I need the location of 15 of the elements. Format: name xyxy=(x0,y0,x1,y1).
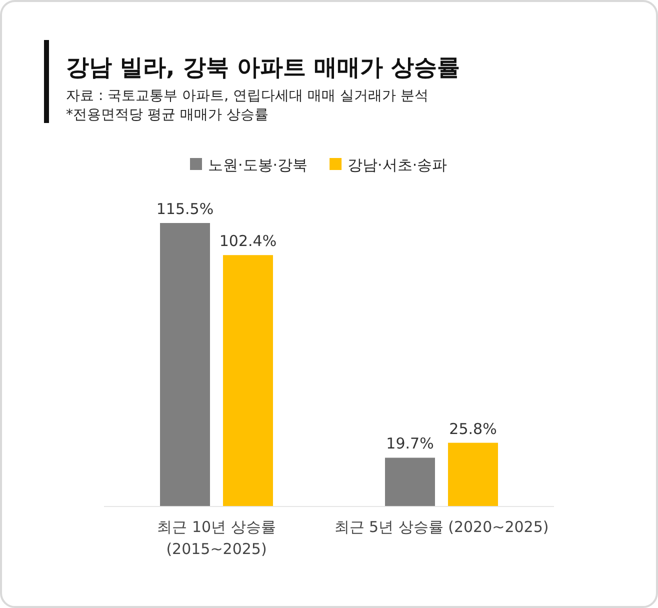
bar xyxy=(223,255,273,506)
text: 자료 : 국토교통부 아파트, 연립다세대 매매 실거래가 분석 xyxy=(66,88,428,104)
data-label: 19.7% xyxy=(386,434,434,453)
legend-label: 강남·서초·송파 xyxy=(348,156,448,174)
data-label: 25.8% xyxy=(449,420,497,438)
bar xyxy=(385,458,435,506)
text: *전용면적당 평균 매매가 상승률 xyxy=(66,107,268,123)
x-tick-label: 최근 10년 상승률 (2015~2025) xyxy=(157,518,276,558)
bar xyxy=(160,223,210,506)
data-label: 102.4% xyxy=(219,232,277,250)
x-tick-label: 최근 5년 상승률 (2020~2025) xyxy=(334,518,549,536)
chart-title: 강남 빌라, 강북 아파트 매매가 상승률 xyxy=(66,55,460,81)
legend-label: 노원·도봉·강북 xyxy=(208,156,308,174)
bar xyxy=(448,442,498,506)
data-label: 115.5% xyxy=(156,200,214,218)
